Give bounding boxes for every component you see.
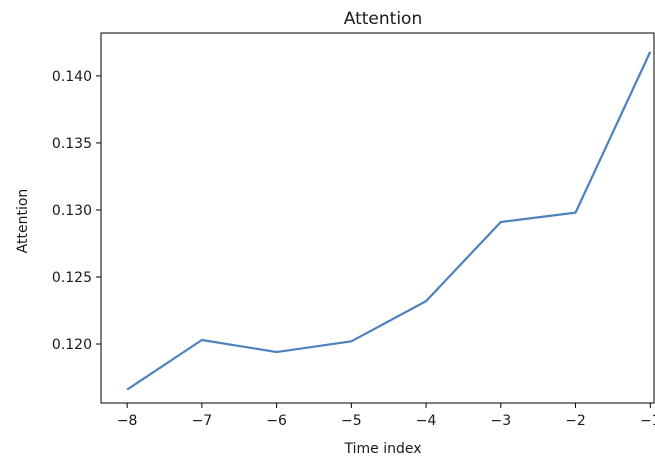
series-group xyxy=(126,51,652,391)
y-axis-label: Attention xyxy=(15,189,31,254)
x-axis-label: Time index xyxy=(343,441,421,457)
y-tick-label: 0.125 xyxy=(52,270,92,286)
y-tick-label: 0.135 xyxy=(52,136,92,152)
axis-ticks: −8 −7 −6 −5 −4 −3 −2 −1 0.120 0.125 0.130 0.135 0.14… xyxy=(52,69,655,429)
x-tick-label: −3 xyxy=(490,413,511,429)
y-tick-label: 0.130 xyxy=(52,203,92,219)
y-tick-label: 0.120 xyxy=(52,337,92,353)
series-line xyxy=(126,51,652,391)
x-tick-label: −7 xyxy=(192,413,213,429)
y-tick-label: 0.140 xyxy=(52,69,92,85)
plot-frame xyxy=(100,32,655,404)
x-tick-label: −1 xyxy=(640,413,655,429)
x-tick-label: −4 xyxy=(416,413,437,429)
x-tick-label: −8 xyxy=(117,413,138,429)
chart-title: Attention xyxy=(344,9,422,29)
x-tick-label: −6 xyxy=(266,413,287,429)
x-tick-label: −2 xyxy=(565,413,586,429)
x-tick-label: −5 xyxy=(341,413,362,429)
